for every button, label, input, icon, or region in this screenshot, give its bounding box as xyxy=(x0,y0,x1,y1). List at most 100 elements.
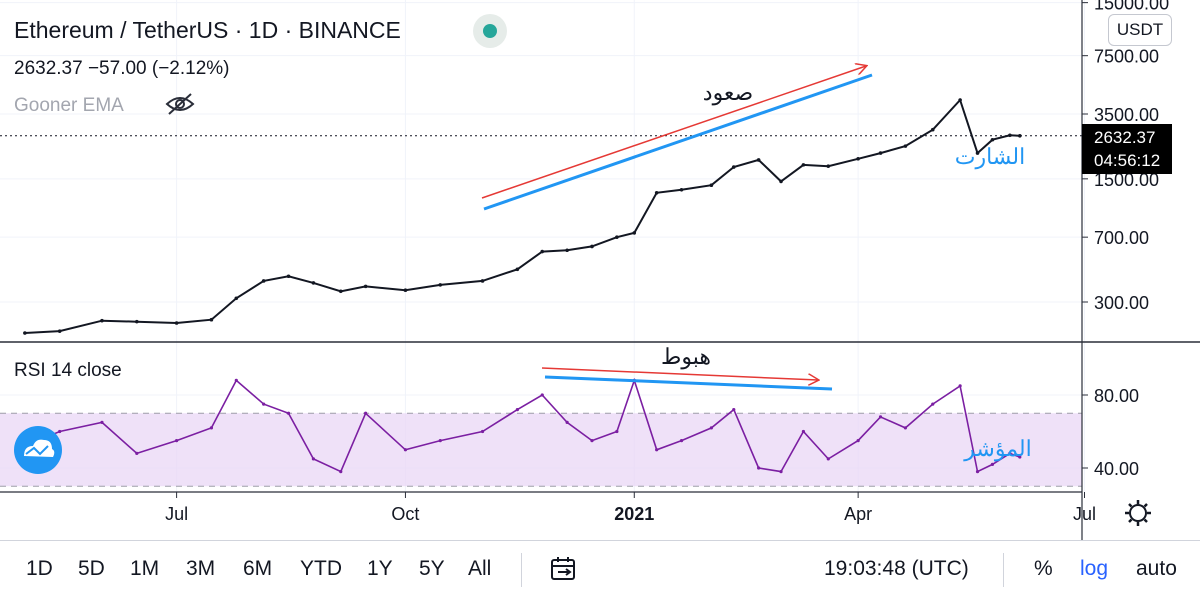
rsi-trendline-blue xyxy=(544,375,833,391)
price-point xyxy=(1018,134,1022,138)
price-axis-tick-label: 7500.00 xyxy=(1094,47,1159,67)
rsi-series-points xyxy=(23,378,1022,474)
price-point xyxy=(23,331,27,335)
price-point xyxy=(261,279,266,283)
time-axis-tick-label: Jul xyxy=(165,504,188,524)
price-point xyxy=(565,248,569,253)
rsi-point xyxy=(311,457,316,461)
timeframe-1m[interactable]: 1M xyxy=(130,557,160,580)
auto-scale-toggle[interactable]: auto xyxy=(1136,557,1177,580)
rsi-point xyxy=(403,448,408,452)
gear-icon[interactable] xyxy=(1125,500,1151,526)
price-point xyxy=(990,137,995,142)
time-axis-ticks: Jul Oct 2021 Apr Jul xyxy=(165,492,1096,524)
percent-scale-toggle[interactable]: % xyxy=(1034,557,1053,580)
price-point xyxy=(756,158,761,162)
price-point xyxy=(903,144,908,148)
price-point xyxy=(286,274,291,279)
rsi-point xyxy=(709,426,713,430)
price-up-annotation: صعود xyxy=(703,80,753,106)
rsi-point xyxy=(975,470,980,474)
rsi-point xyxy=(590,439,594,443)
rsi-point xyxy=(209,426,214,430)
rsi-series-line xyxy=(24,377,1021,473)
rsi-point xyxy=(655,448,659,452)
price-series-points xyxy=(23,98,1022,335)
rsi-point xyxy=(364,411,368,415)
last-price-value: 2632.37 xyxy=(1094,128,1156,147)
tradingview-logo[interactable] xyxy=(14,426,62,474)
rsi-point xyxy=(903,426,907,430)
timeframe-5y[interactable]: 5Y xyxy=(419,557,445,580)
rsi-point xyxy=(779,470,783,474)
price-point xyxy=(679,187,684,192)
rsi-point xyxy=(175,439,179,443)
rsi-band xyxy=(0,413,1082,487)
rsi-point xyxy=(757,466,761,470)
price-point xyxy=(438,283,443,287)
price-point xyxy=(615,235,619,239)
timeframe-ytd[interactable]: YTD xyxy=(300,557,342,580)
eye-off-icon[interactable] xyxy=(165,93,195,115)
rsi-point xyxy=(135,451,139,455)
rsi-point xyxy=(931,402,935,406)
price-axis-tick-label: 300.00 xyxy=(1094,293,1149,313)
go-to-date-icon[interactable] xyxy=(550,555,578,583)
indicator-label[interactable]: Gooner EMA xyxy=(14,95,124,116)
price-axis-ticks: 15000.00 7500.00 3500.00 1500.00 700.00 300.0… xyxy=(1082,0,1169,313)
price-point xyxy=(174,321,179,325)
timeframe-6m[interactable]: 6M xyxy=(243,557,273,580)
price-point xyxy=(311,281,316,285)
quote-readout: 2632.37 −57.00 (−2.12%) xyxy=(14,58,230,79)
rsi-point xyxy=(438,439,442,443)
price-point xyxy=(135,319,139,324)
rsi-point xyxy=(515,408,519,412)
toolbar-divider xyxy=(521,553,522,587)
price-chart-annotation: الشارت xyxy=(955,144,1025,170)
timeframe-5d[interactable]: 5D xyxy=(78,557,105,580)
price-point xyxy=(338,289,343,294)
time-axis-tick-label: Apr xyxy=(844,504,872,524)
bar-countdown: 04:56:12 xyxy=(1094,151,1161,170)
price-point xyxy=(731,165,736,169)
timeframe-1y[interactable]: 1Y xyxy=(367,557,393,580)
price-point xyxy=(540,249,545,254)
price-axis-tick-label: 1500.00 xyxy=(1094,170,1159,190)
rsi-point xyxy=(990,462,995,466)
time-axis-tick-label: 2021 xyxy=(614,504,654,524)
price-trendline-blue xyxy=(483,73,873,211)
rsi-point xyxy=(234,378,238,382)
price-axis-tick-label: 15000.00 xyxy=(1094,0,1169,14)
currency-button[interactable]: USDT xyxy=(1108,14,1172,46)
timeframe-all[interactable]: All xyxy=(468,557,492,580)
price-point xyxy=(779,179,783,184)
price-point xyxy=(975,151,980,155)
symbol-title: Ethereum / TetherUS · 1D · BINANCE xyxy=(14,17,401,43)
rsi-point xyxy=(262,402,266,406)
rsi-point xyxy=(826,457,830,461)
timeframe-3m[interactable]: 3M xyxy=(186,557,216,580)
utc-clock[interactable]: 19:03:48 (UTC) xyxy=(824,557,969,580)
price-point xyxy=(632,231,637,235)
price-point xyxy=(57,329,62,333)
price-point xyxy=(100,318,104,323)
price-point xyxy=(958,98,962,102)
price-trend-arrow-red xyxy=(481,66,866,199)
rsi-point xyxy=(1008,451,1012,455)
chart-svg[interactable]: صعود الشارت هبوط المؤشر 15000.00 7500.00 3… xyxy=(0,0,1200,540)
rsi-point xyxy=(732,408,736,412)
rsi-trend-arrow-red xyxy=(541,367,818,380)
log-scale-toggle[interactable]: log xyxy=(1080,557,1109,580)
rsi-point xyxy=(679,439,684,443)
timeframe-1d[interactable]: 1D xyxy=(26,557,53,580)
rsi-axis-tick-label: 40.00 xyxy=(1094,459,1139,479)
rsi-point xyxy=(286,411,291,415)
price-point xyxy=(590,244,594,249)
rsi-point xyxy=(878,415,883,419)
price-axis-tick-label: 700.00 xyxy=(1094,228,1149,248)
price-series-line xyxy=(24,98,1020,334)
time-axis-tick-label: Jul xyxy=(1073,504,1096,524)
rsi-point xyxy=(100,420,104,424)
price-point xyxy=(801,163,806,167)
